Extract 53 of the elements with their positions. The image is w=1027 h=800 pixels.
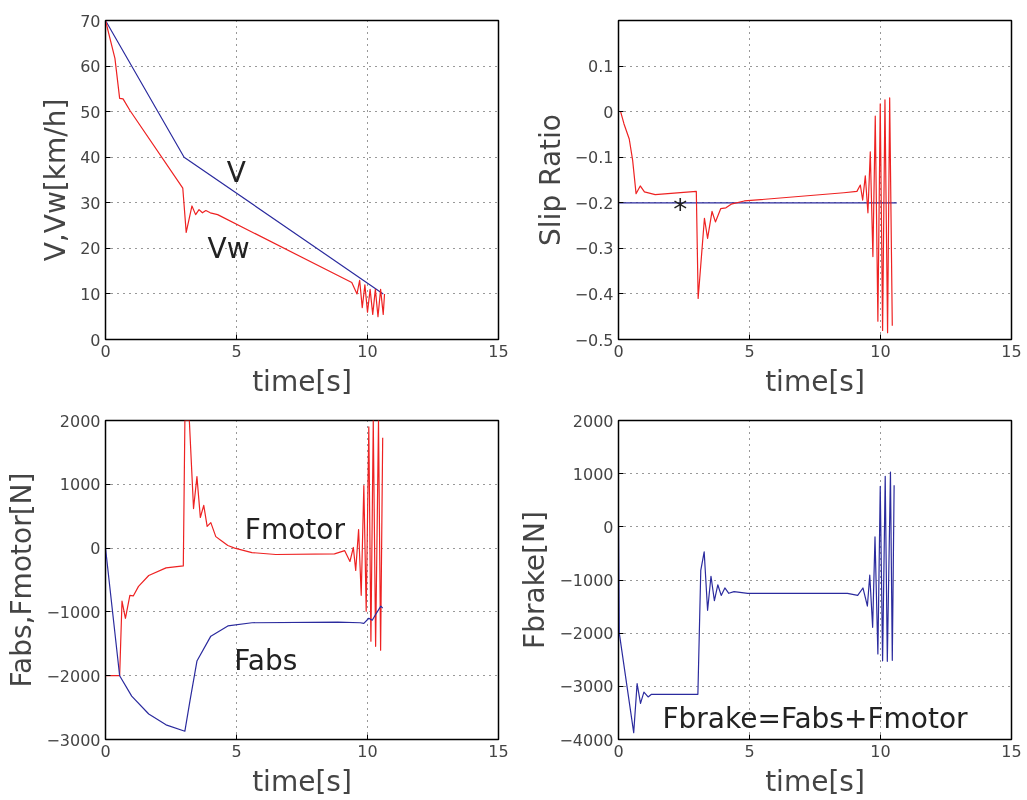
y-tick-label: −1000 <box>559 571 614 590</box>
series-label: Fmotor <box>244 513 346 547</box>
x-tick-label: 5 <box>744 741 755 761</box>
y-tick-label: 1000 <box>572 464 614 484</box>
y-tick-label: −3000 <box>559 677 614 697</box>
y-tick-label: −0.2 <box>574 193 614 213</box>
y-tick-label: 10 <box>80 284 101 304</box>
y-tick-label: 20 <box>80 239 101 259</box>
y-tick-label: −0.4 <box>574 284 614 304</box>
x-axis-title: time[s] <box>252 764 352 798</box>
y-tick-label: 0 <box>603 517 614 537</box>
y-tick-label: −4000 <box>559 730 614 750</box>
x-tick-label: 10 <box>870 341 891 361</box>
y-axis-title: Slip Ratio <box>533 114 567 246</box>
x-tick-label: 5 <box>744 341 755 361</box>
y-tick-label: 2000 <box>59 411 101 431</box>
y-tick-label: 70 <box>80 11 101 31</box>
y-tick-label: −0.5 <box>574 330 614 350</box>
x-tick-label: 10 <box>357 741 378 761</box>
y-tick-label: 0.1 <box>588 57 614 77</box>
x-tick-label: 15 <box>488 741 509 761</box>
y-tick-label: 1000 <box>59 475 101 495</box>
x-tick-label: 10 <box>870 741 891 761</box>
x-tick-label: 15 <box>1001 741 1022 761</box>
annotation: * <box>673 192 688 226</box>
x-tick-label: 15 <box>488 341 509 361</box>
y-tick-label: 2000 <box>572 411 614 431</box>
series-label: V <box>226 155 246 189</box>
annotation: Fbrake=Fabs+Fmotor <box>662 701 969 735</box>
y-tick-label: −0.3 <box>574 239 614 259</box>
series-label: Vw <box>207 231 250 265</box>
y-tick-label: 0 <box>603 102 614 122</box>
y-axis-title: Fbrake[N] <box>518 511 552 649</box>
y-tick-label: 50 <box>80 102 101 122</box>
x-axis-title: time[s] <box>765 364 865 398</box>
y-tick-label: −0.1 <box>574 148 614 168</box>
y-tick-label: −2000 <box>46 666 101 686</box>
series-label: Fabs <box>234 644 298 678</box>
y-tick-label: 30 <box>80 193 101 213</box>
y-tick-label: −1000 <box>46 602 101 622</box>
y-tick-label: 0 <box>90 539 101 559</box>
x-tick-label: 10 <box>357 341 378 361</box>
y-axis-title: Fabs,Fmotor[N] <box>5 472 39 688</box>
x-axis-title: time[s] <box>252 364 352 398</box>
x-tick-label: 5 <box>231 741 242 761</box>
y-axis-title: V,Vw[km/h] <box>39 98 73 262</box>
y-tick-label: 60 <box>80 57 101 77</box>
y-tick-label: −3000 <box>46 730 101 750</box>
x-tick-label: 5 <box>231 341 242 361</box>
y-tick-label: −2000 <box>559 624 614 644</box>
x-axis-title: time[s] <box>765 764 865 798</box>
x-tick-label: 15 <box>1001 341 1022 361</box>
y-tick-label: 40 <box>80 148 101 168</box>
